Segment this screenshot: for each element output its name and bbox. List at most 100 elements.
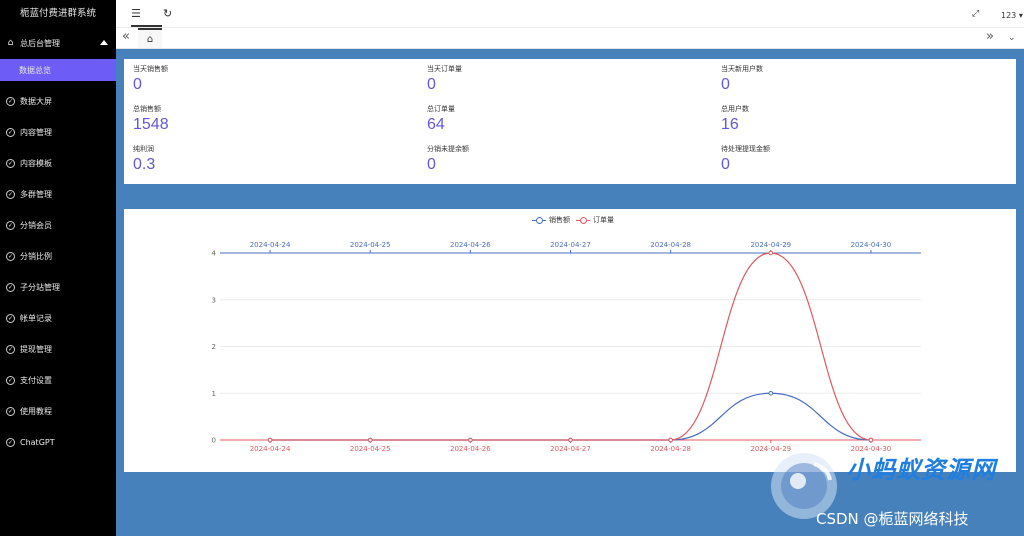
data-point	[568, 437, 573, 443]
main-area: ☰ ↻ ⤢ 123 ▾ « ⌂ » ⌄ 当天销售额 0 当天订单量 0 当天新用户数 0 总…	[116, 0, 1024, 536]
sidebar-item-label: 数据大屏	[20, 97, 52, 106]
sidebar-item-label: 多群管理	[20, 190, 52, 199]
user-menu[interactable]: 123 ▾	[1001, 11, 1023, 20]
stats-card: 当天销售额 0 当天订单量 0 当天新用户数 0 总销售额 1548 总订单量 64 总用户数 16 纯…	[124, 59, 1016, 184]
sidebar-item-label: 提现管理	[20, 345, 52, 354]
home-icon: ⌂	[7, 38, 14, 48]
bottom-x-tick-label: 2024-04-28	[650, 445, 691, 453]
top-x-tick-label: 2024-04-25	[350, 241, 391, 249]
chart-card: 销售额 订单量 0 1 2 3 4 2024-04-24 2024-04-24 2024-04…	[124, 209, 1016, 472]
bottom-x-tick-label: 2024-04-26	[450, 445, 491, 453]
shield-check-icon: ✓	[6, 407, 15, 416]
sidebar-item[interactable]: ✓ 提现管理	[0, 334, 116, 365]
top-bar: ☰ ↻ ⤢ 123 ▾	[116, 0, 1024, 28]
stat-value: 64	[427, 116, 445, 133]
refresh-icon[interactable]: ↻	[163, 7, 173, 20]
stat-item: 待处理提现金额 0	[721, 144, 770, 174]
stat-label: 当天新用户数	[721, 65, 763, 73]
stat-label: 总用户数	[721, 105, 749, 113]
sidebar-item[interactable]: ✓ 分销比例	[0, 241, 116, 272]
stat-label: 总销售额	[133, 105, 161, 113]
stat-item: 总用户数 16	[721, 104, 749, 134]
sidebar-item-label: ChatGPT	[20, 438, 55, 447]
bottom-x-tick-label: 2024-04-24	[250, 445, 291, 453]
ant-logo-icon	[771, 453, 837, 519]
watermark: 小蚂蚁资源网 CSDN @栀蓝网络科技	[766, 448, 1021, 532]
tab-bar: « ⌂ » ⌄	[116, 28, 1024, 49]
data-point	[267, 437, 273, 443]
indent-icon[interactable]: ☰	[131, 7, 141, 20]
shield-check-icon: ✓	[6, 190, 15, 199]
shield-check-icon: ✓	[6, 314, 15, 323]
sidebar-item-label: 使用教程	[20, 407, 52, 416]
chevron-down-icon[interactable]: ⌄	[1008, 33, 1016, 43]
sidebar-item[interactable]: ✓ 内容管理	[0, 117, 116, 148]
stat-label: 总订单量	[427, 105, 455, 113]
sidebar-item[interactable]: ✓ 帐单记录	[0, 303, 116, 334]
stat-value: 0	[721, 156, 730, 173]
legend-swatch	[576, 216, 590, 224]
fullscreen-icon[interactable]: ⤢	[972, 9, 980, 19]
sidebar-item[interactable]: ✓ 多群管理	[0, 179, 116, 210]
stat-item: 总销售额 1548	[133, 104, 169, 134]
shield-check-icon: ✓	[6, 376, 15, 385]
stat-label: 纯利润	[133, 145, 154, 153]
sidebar-item-label: 数据总览	[19, 65, 51, 75]
stat-value: 0	[427, 76, 436, 93]
sidebar-item[interactable]: ✓ 支付设置	[0, 365, 116, 396]
stat-value: 0.3	[133, 156, 156, 173]
stat-value: 0	[721, 76, 730, 93]
stat-value: 1548	[133, 116, 169, 133]
shield-check-icon: ✓	[6, 345, 15, 354]
series-line-sales	[270, 392, 871, 441]
sidebar-item-label: 支付设置	[20, 376, 52, 385]
stat-label: 当天订单量	[427, 65, 462, 73]
top-x-tick-label: 2024-04-29	[750, 241, 791, 249]
data-point	[468, 437, 473, 443]
sidebar-item-label: 分销比例	[20, 252, 52, 261]
sidebar-item[interactable]: ✓ ChatGPT	[0, 427, 116, 458]
stat-item: 纯利润 0.3	[133, 144, 155, 174]
sidebar-item[interactable]: ✓ 内容模板	[0, 148, 116, 179]
shield-check-icon: ✓	[6, 159, 15, 168]
stat-item: 当天新用户数 0	[721, 64, 763, 94]
sidebar-item-dashboard-admin[interactable]: ⌂ 总后台管理	[0, 28, 116, 59]
scroll-right-icon[interactable]: »	[986, 29, 994, 44]
stat-value: 0	[133, 76, 142, 93]
stat-label: 当天销售额	[133, 65, 168, 73]
sidebar-item[interactable]: ✓ 子分站管理	[0, 272, 116, 303]
top-x-tick-label: 2024-04-28	[650, 241, 691, 249]
stat-item: 当天订单量 0	[427, 64, 462, 94]
sidebar-item-label: 内容管理	[20, 128, 52, 137]
stat-item: 总订单量 64	[427, 104, 455, 134]
sidebar-item[interactable]: ✓ 数据大屏	[0, 86, 116, 117]
y-tick-label: 3	[212, 296, 216, 304]
sidebar: 栀蓝付费进群系统 ⌂ 总后台管理 数据总览 ✓ 数据大屏 ✓ 内容管理 ✓ 内容模板 ✓ 多群…	[0, 0, 116, 536]
sidebar-item[interactable]: ✓ 使用教程	[0, 396, 116, 427]
bottom-x-tick-label: 2024-04-29	[750, 445, 791, 453]
caret-up-icon	[100, 40, 108, 45]
legend-label: 订单量	[593, 216, 614, 224]
sidebar-item[interactable]: ✓ 分销会员	[0, 210, 116, 241]
stat-item: 当天销售额 0	[133, 64, 168, 94]
shield-check-icon: ✓	[6, 283, 15, 292]
data-point	[868, 437, 874, 443]
tab-home[interactable]: ⌂	[138, 28, 162, 48]
stat-value: 16	[721, 116, 739, 133]
sidebar-item-label: 帐单记录	[20, 314, 52, 323]
shield-check-icon: ✓	[6, 438, 15, 447]
home-icon: ⌂	[146, 33, 154, 45]
top-x-tick-label: 2024-04-27	[550, 241, 591, 249]
watermark-brand: 小蚂蚁资源网	[846, 456, 996, 484]
sidebar-item-data-overview[interactable]: 数据总览	[0, 59, 116, 81]
watermark-credit: CSDN @栀蓝网络科技	[816, 510, 969, 528]
shield-check-icon: ✓	[6, 221, 15, 230]
stat-label: 分销未提余额	[427, 145, 469, 153]
scroll-left-icon[interactable]: «	[122, 29, 130, 44]
y-tick-label: 1	[212, 390, 216, 398]
shield-check-icon: ✓	[6, 252, 15, 261]
bottom-x-tick-label: 2024-04-27	[550, 445, 591, 453]
stat-item: 分销未提余额 0	[427, 144, 469, 174]
sidebar-menu: ✓ 数据大屏 ✓ 内容管理 ✓ 内容模板 ✓ 多群管理 ✓ 分销会员 ✓ 分销比例 ✓ 子分站管理 ✓ 帐单记…	[0, 86, 116, 458]
legend-swatch	[532, 216, 546, 224]
